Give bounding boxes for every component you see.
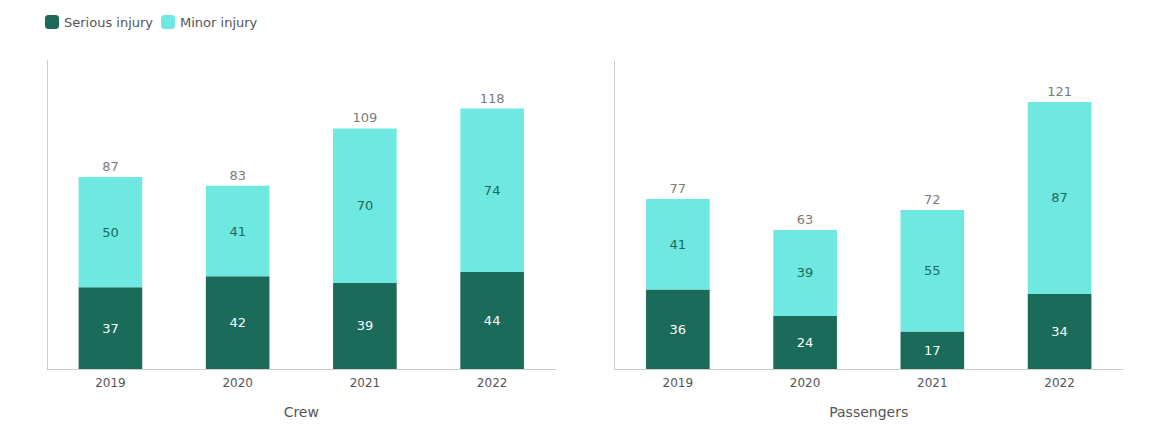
svg-text:2021: 2021 bbox=[917, 376, 948, 390]
svg-text:36: 36 bbox=[670, 322, 687, 337]
svg-text:87: 87 bbox=[1051, 190, 1068, 205]
svg-text:87: 87 bbox=[102, 159, 119, 174]
svg-text:121: 121 bbox=[1047, 84, 1072, 99]
svg-text:34: 34 bbox=[1051, 324, 1068, 339]
svg-text:72: 72 bbox=[924, 192, 941, 207]
svg-text:2021: 2021 bbox=[350, 376, 381, 390]
svg-text:17: 17 bbox=[924, 343, 941, 358]
svg-text:63: 63 bbox=[797, 212, 814, 227]
svg-text:2020: 2020 bbox=[790, 376, 821, 390]
svg-text:77: 77 bbox=[670, 181, 687, 196]
svg-text:2022: 2022 bbox=[1044, 376, 1075, 390]
svg-text:55: 55 bbox=[924, 263, 941, 278]
svg-text:39: 39 bbox=[357, 318, 374, 333]
svg-text:24: 24 bbox=[797, 335, 814, 350]
svg-text:70: 70 bbox=[357, 198, 374, 213]
svg-text:50: 50 bbox=[102, 225, 119, 240]
svg-text:Minor injury: Minor injury bbox=[180, 15, 258, 30]
svg-text:118: 118 bbox=[480, 91, 505, 106]
svg-text:44: 44 bbox=[484, 313, 501, 328]
svg-text:2020: 2020 bbox=[222, 376, 253, 390]
svg-text:2022: 2022 bbox=[477, 376, 508, 390]
svg-text:2019: 2019 bbox=[663, 376, 694, 390]
svg-text:Serious injury: Serious injury bbox=[64, 15, 153, 30]
svg-text:42: 42 bbox=[229, 315, 246, 330]
svg-text:41: 41 bbox=[670, 237, 687, 252]
svg-text:Crew: Crew bbox=[284, 404, 319, 420]
svg-text:Passengers: Passengers bbox=[829, 404, 908, 420]
svg-text:83: 83 bbox=[229, 168, 246, 183]
svg-text:74: 74 bbox=[484, 183, 501, 198]
svg-text:41: 41 bbox=[229, 224, 246, 239]
svg-text:2019: 2019 bbox=[95, 376, 126, 390]
svg-text:37: 37 bbox=[102, 321, 119, 336]
svg-text:109: 109 bbox=[352, 110, 377, 125]
svg-text:39: 39 bbox=[797, 265, 814, 280]
